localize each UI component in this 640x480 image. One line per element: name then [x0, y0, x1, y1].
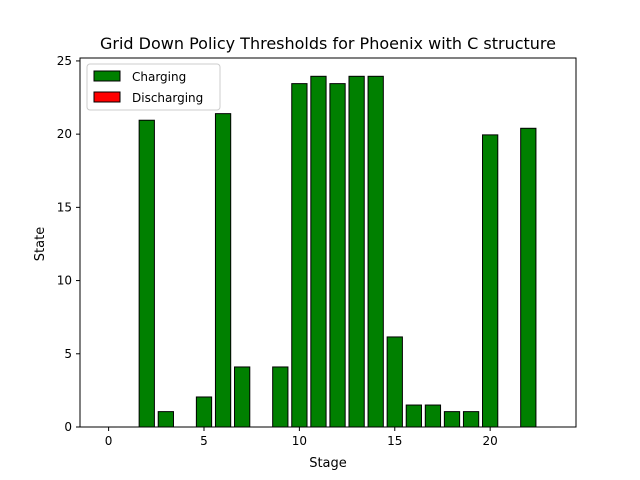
y-tick-label: 20 — [57, 127, 72, 141]
x-tick-label: 5 — [200, 434, 208, 448]
legend-label-discharging: Discharging — [132, 91, 203, 105]
legend-swatch-discharging — [93, 91, 121, 103]
bar-charging-stage-17 — [424, 404, 442, 428]
bar-charging-stage-7 — [234, 366, 251, 428]
y-tick-label: 5 — [64, 347, 72, 361]
y-tick-label: 15 — [57, 200, 72, 214]
x-tick-label: 15 — [387, 434, 402, 448]
bar-charging-stage-16 — [405, 404, 422, 428]
bar-charging-stage-15 — [386, 336, 403, 428]
bar-charging-stage-9 — [272, 366, 289, 428]
plot-area: 0 5 10 15 20 0 5 10 15 20 25 — [57, 54, 577, 448]
bar-charging-stage-18 — [443, 411, 461, 428]
bar-charging-stage-13 — [348, 75, 365, 428]
bar-charging-stage-20 — [482, 134, 499, 428]
legend-swatch-charging — [93, 70, 121, 82]
bar-charging-stage-2 — [138, 119, 155, 428]
bar-charging-stage-11 — [310, 75, 327, 428]
bar-charging-stage-6 — [214, 113, 232, 428]
bar-charging-stage-12 — [329, 83, 346, 428]
bar-charging-stage-10 — [291, 83, 308, 428]
legend: Charging Discharging — [86, 63, 221, 111]
y-tick-label: 25 — [57, 54, 72, 68]
bar-charging-stage-3 — [157, 411, 174, 428]
y-tick-label: 10 — [57, 274, 72, 288]
bar-charging-stage-14 — [367, 75, 384, 428]
x-tick-label: 20 — [483, 434, 498, 448]
legend-label-charging: Charging — [132, 70, 186, 84]
axes-frame — [79, 57, 577, 428]
x-tick-label: 10 — [292, 434, 307, 448]
bar-charging-stage-19 — [462, 411, 480, 428]
chart-title: Grid Down Policy Thresholds for Phoenix … — [100, 34, 556, 53]
x-axis-label: Stage — [309, 456, 347, 471]
y-tick-label: 0 — [64, 420, 72, 434]
x-tick-label: 0 — [105, 434, 113, 448]
y-axis-label: State — [33, 227, 48, 261]
bar-charging-stage-22 — [520, 127, 537, 428]
bar-charging-stage-5 — [195, 396, 213, 428]
